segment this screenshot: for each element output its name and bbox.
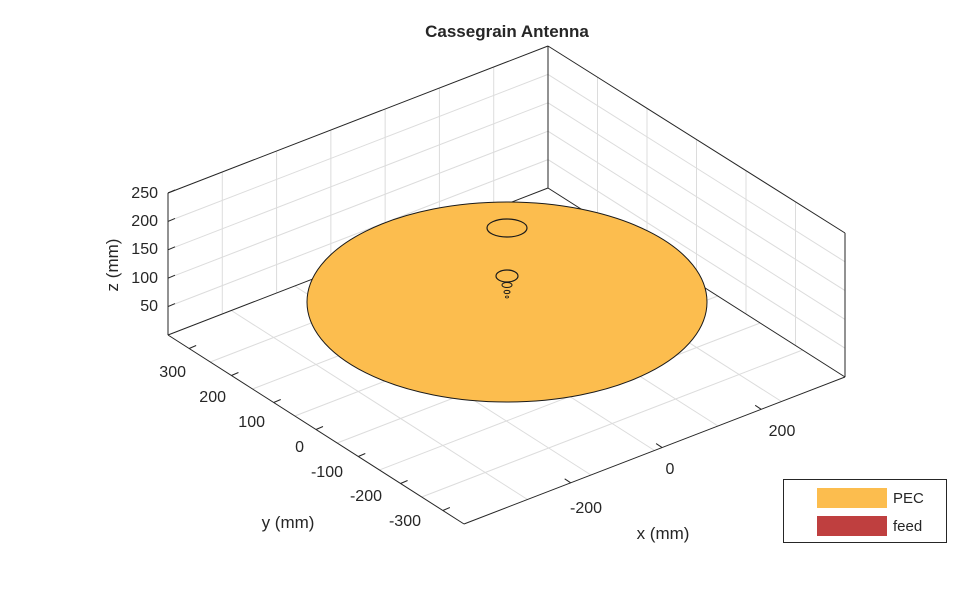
tick-marks bbox=[167, 189, 762, 511]
z-tick-label: 200 bbox=[131, 213, 158, 230]
y-tick-mark bbox=[442, 507, 451, 511]
legend-label-feed: feed bbox=[893, 517, 923, 535]
z-tick-label: 50 bbox=[140, 298, 158, 315]
legend-swatch-feed bbox=[817, 516, 887, 536]
y-tick-label: 100 bbox=[238, 414, 265, 431]
z-tick-label: 250 bbox=[131, 185, 158, 202]
legend: PEC feed bbox=[783, 479, 947, 543]
main-reflector bbox=[306, 201, 708, 403]
grid-line bbox=[167, 102, 549, 251]
z-axis-label: z (mm) bbox=[103, 239, 122, 292]
grid-line bbox=[167, 73, 549, 222]
legend-label-pec: PEC bbox=[893, 489, 924, 507]
back-wall-left bbox=[168, 46, 548, 335]
feed-horn-section bbox=[501, 282, 513, 288]
y-tick-labels: 300 200 100 0 -100 -200 -300 bbox=[159, 364, 421, 530]
y-tick-mark bbox=[273, 399, 281, 403]
axis-edge bbox=[167, 45, 549, 194]
y-tick-mark bbox=[400, 480, 408, 484]
x-tick-label: 0 bbox=[666, 461, 675, 478]
y-tick-mark bbox=[358, 453, 366, 457]
x-axis-line bbox=[463, 376, 846, 525]
y-tick-label: -200 bbox=[350, 488, 382, 505]
y-tick-label: -100 bbox=[311, 464, 343, 481]
y-tick-label: 300 bbox=[159, 364, 186, 381]
z-tick-mark bbox=[167, 303, 176, 308]
feed-point bbox=[504, 295, 509, 299]
z-tick-labels: 250 200 150 100 50 bbox=[131, 185, 158, 315]
legend-item-feed: feed bbox=[817, 516, 922, 536]
z-tick-label: 150 bbox=[131, 241, 158, 258]
y-tick-mark bbox=[231, 372, 239, 376]
subreflector bbox=[486, 218, 528, 238]
z-tick-mark bbox=[167, 274, 176, 279]
chart-title: Cassegrain Antenna bbox=[425, 22, 589, 41]
z-tick-label: 100 bbox=[131, 270, 158, 287]
y-tick-label: 0 bbox=[295, 439, 304, 456]
z-tick-mark bbox=[167, 217, 176, 222]
z-tick-mark bbox=[167, 189, 176, 194]
x-tick-mark bbox=[564, 478, 571, 484]
x-tick-label: 200 bbox=[769, 423, 796, 440]
axis-edge bbox=[547, 45, 846, 234]
antenna-model bbox=[306, 201, 708, 403]
x-axis-label: x (mm) bbox=[637, 524, 690, 543]
y-tick-label: 200 bbox=[199, 389, 226, 406]
grid-line bbox=[167, 159, 549, 308]
x-tick-mark bbox=[754, 404, 762, 410]
legend-swatch-pec bbox=[817, 488, 887, 508]
feed-horn-throat bbox=[503, 289, 511, 295]
x-tick-labels: -200 0 200 bbox=[570, 423, 795, 517]
x-tick-mark bbox=[655, 443, 663, 448]
y-tick-mark bbox=[315, 426, 324, 430]
grid-line bbox=[231, 310, 528, 500]
legend-item-pec: PEC bbox=[817, 488, 924, 508]
y-tick-label: -300 bbox=[389, 513, 421, 530]
axes-box bbox=[167, 45, 846, 525]
z-tick-mark bbox=[167, 246, 176, 251]
grid-line bbox=[167, 130, 549, 279]
y-axis-label: y (mm) bbox=[262, 513, 315, 532]
x-tick-label: -200 bbox=[570, 500, 602, 517]
y-tick-mark bbox=[188, 345, 197, 349]
